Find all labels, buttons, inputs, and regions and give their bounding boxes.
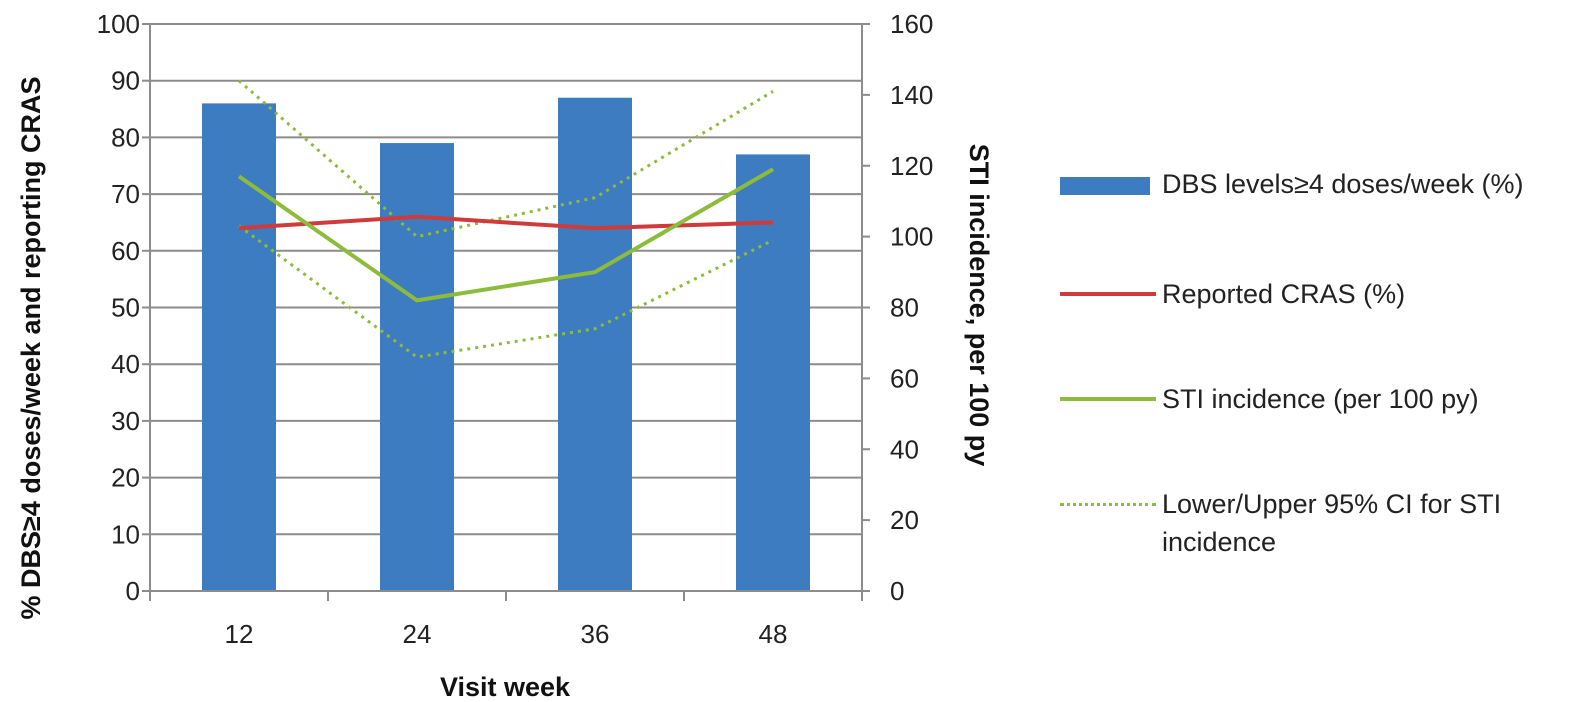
x-tick-label: 36 xyxy=(581,619,610,649)
right-axis-ticks: 0 20 40 60 80 100 120 140 160 xyxy=(862,9,933,606)
left-tick-label: 40 xyxy=(111,349,140,379)
x-tick-label: 48 xyxy=(759,619,788,649)
left-axis-title: % DBS≥4 doses/week and reporting CRAS xyxy=(16,77,46,620)
right-tick-label: 140 xyxy=(890,80,933,110)
right-tick-label: 40 xyxy=(890,434,919,464)
legend-label-ci: Lower/Upper 95% CI for STI incidence xyxy=(1162,489,1502,557)
right-tick-label: 0 xyxy=(890,576,904,606)
legend-key-bar xyxy=(1060,177,1150,195)
bar-48 xyxy=(736,154,810,591)
legend-label-cras: Reported CRAS (%) xyxy=(1162,279,1406,309)
left-tick-label: 70 xyxy=(111,179,140,209)
left-tick-label: 20 xyxy=(111,463,140,493)
bar-36 xyxy=(558,97,632,592)
legend-key-green-line xyxy=(1060,397,1156,401)
left-tick-label: 90 xyxy=(111,66,140,96)
left-tick-label: 10 xyxy=(111,519,140,549)
legend-key-dotted-line xyxy=(1060,503,1156,506)
ci-lower-line xyxy=(238,224,774,359)
right-tick-label: 20 xyxy=(890,505,919,535)
bar-series xyxy=(202,97,810,592)
legend-label-sti: STI incidence (per 100 py) xyxy=(1162,384,1479,414)
sti-line xyxy=(237,167,775,303)
chart: 0 10 20 30 40 50 60 70 80 90 100 0 20 40 60 80 100 120 14… xyxy=(16,9,994,702)
cras-line xyxy=(238,214,774,231)
x-tick-label: 12 xyxy=(225,619,254,649)
right-tick-label: 120 xyxy=(890,151,933,181)
right-tick-label: 80 xyxy=(890,293,919,323)
legend-key-red-line xyxy=(1060,292,1156,296)
right-tick-label: 100 xyxy=(890,222,933,252)
x-tick-label: 24 xyxy=(403,619,432,649)
bar-24 xyxy=(380,143,454,591)
right-tick-label: 60 xyxy=(890,363,919,393)
left-axis-ticks: 0 10 20 30 40 50 60 70 80 90 100 xyxy=(97,9,150,606)
left-tick-label: 50 xyxy=(111,293,140,323)
left-tick-label: 0 xyxy=(126,576,140,606)
right-axis-title: STI incidence, per 100 py xyxy=(964,144,994,467)
line-series xyxy=(237,79,775,359)
x-axis-title: Visit week xyxy=(440,672,571,702)
ci-upper-line xyxy=(238,79,774,239)
left-tick-label: 60 xyxy=(111,236,140,266)
x-axis-ticks: 12 24 36 48 xyxy=(149,591,863,649)
left-tick-label: 80 xyxy=(111,122,140,152)
left-tick-label: 100 xyxy=(97,9,140,39)
left-tick-label: 30 xyxy=(111,406,140,436)
right-tick-label: 160 xyxy=(890,9,933,39)
legend-label-dbs: DBS levels≥4 doses/week (%) xyxy=(1162,169,1524,199)
bar-12 xyxy=(202,103,276,591)
